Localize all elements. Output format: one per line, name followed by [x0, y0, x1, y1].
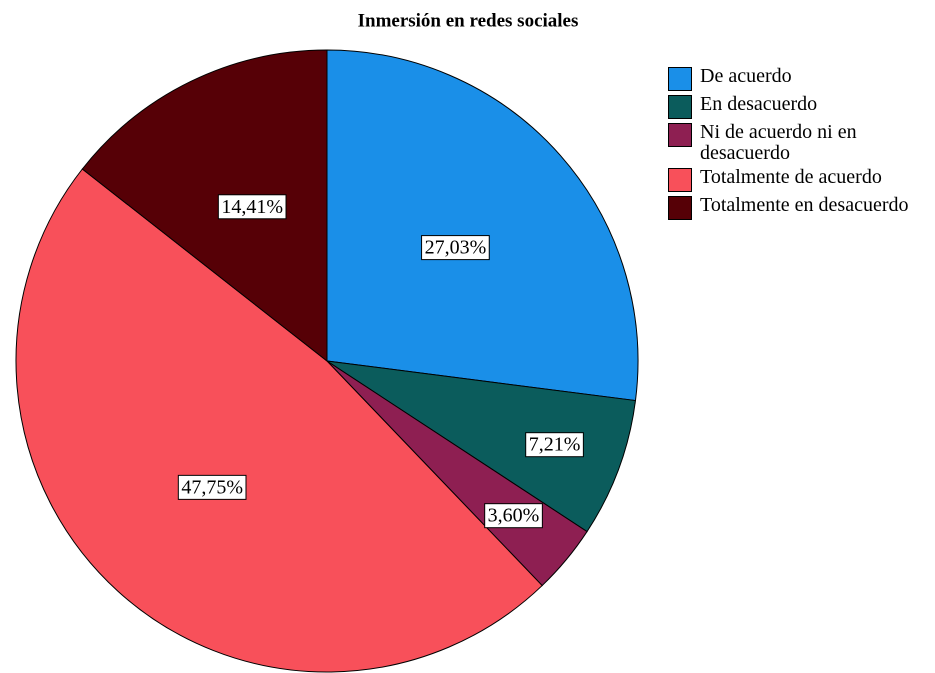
data-label-text: 47,75%: [181, 476, 243, 498]
legend-label: Ni de acuerdo ni en desacuerdo: [700, 121, 857, 164]
legend-item: De acuerdo: [668, 66, 935, 91]
data-label-text: 7,21%: [529, 434, 581, 456]
legend-swatch: [668, 123, 692, 147]
pie-slice: [15, 168, 543, 673]
legend-label: Totalmente de acuerdo: [700, 166, 882, 188]
legend: De acuerdo En desacuerdo Ni de acuerdo ni …: [668, 66, 935, 223]
data-label-text: 14,41%: [221, 196, 283, 218]
chart-title: Inmersión en redes sociales: [358, 10, 579, 31]
data-label-text: 27,03%: [425, 237, 487, 259]
data-label: 3,60%: [484, 503, 543, 529]
legend-item: En desacuerdo: [668, 94, 935, 119]
legend-swatch: [668, 168, 692, 192]
legend-item: Totalmente de acuerdo: [668, 167, 935, 192]
legend-label: Totalmente en desacuerdo: [700, 194, 909, 216]
legend-label: En desacuerdo: [700, 93, 818, 115]
data-label-box: [421, 235, 490, 261]
legend-label: De acuerdo: [700, 65, 792, 87]
pie-slice: [326, 360, 637, 533]
data-label: 14,41%: [217, 194, 287, 220]
legend-swatch: [668, 67, 692, 91]
pie-slice: [326, 49, 639, 402]
data-label: 27,03%: [421, 235, 490, 261]
legend-item: Totalmente en desacuerdo: [668, 195, 935, 220]
pie-slice: [81, 49, 328, 363]
data-label-box: [177, 474, 247, 500]
data-label-box: [217, 194, 287, 220]
legend-item: Ni de acuerdo ni en desacuerdo: [668, 122, 935, 164]
data-label-box: [484, 503, 543, 529]
legend-swatch: [668, 196, 692, 220]
data-label-box: [525, 432, 584, 458]
legend-swatch: [668, 95, 692, 119]
data-label: 47,75%: [177, 474, 247, 500]
data-label-text: 3,60%: [488, 505, 540, 527]
data-label: 7,21%: [525, 432, 584, 458]
